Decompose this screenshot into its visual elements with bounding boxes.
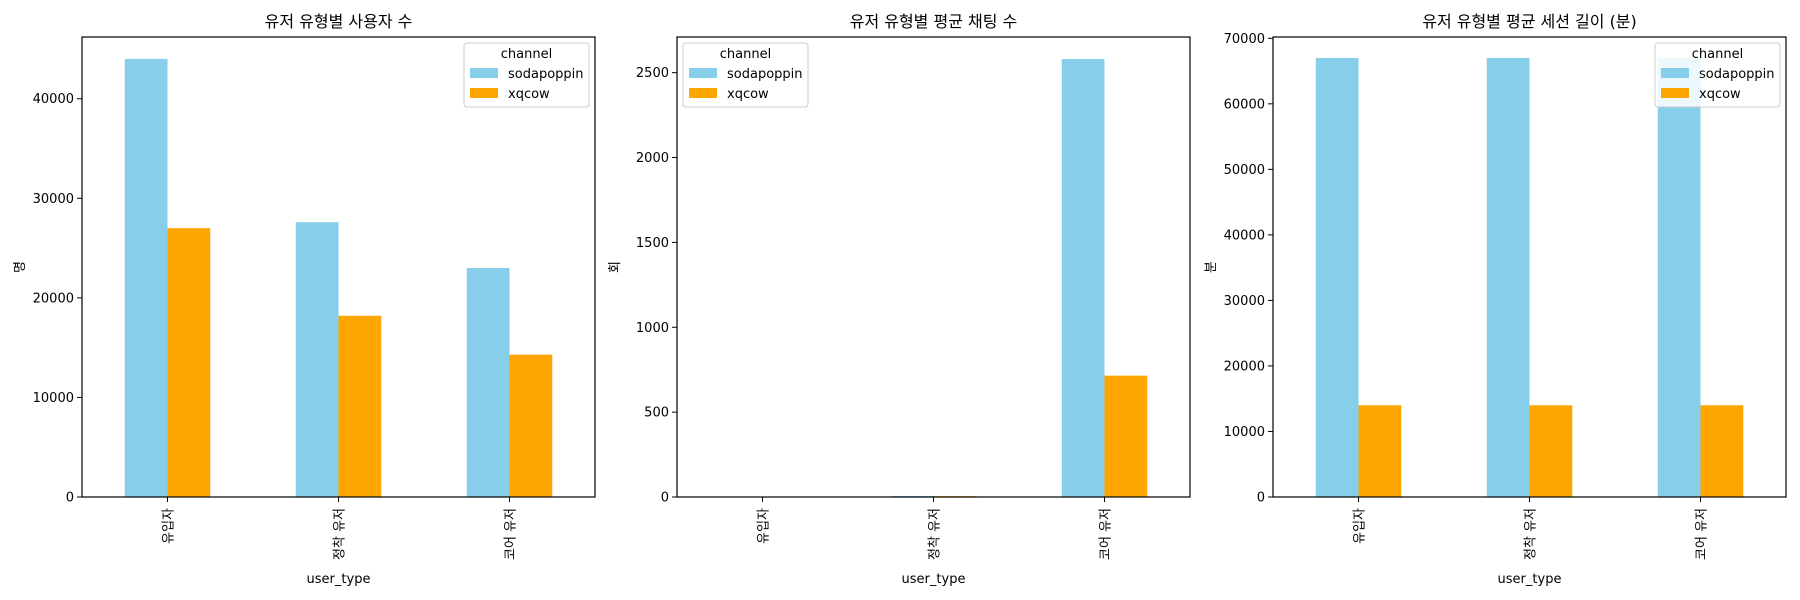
x-tick-label: 정착 유저 (928, 508, 943, 560)
x-axis-label: user_type (307, 572, 371, 587)
y-tick-label: 20000 (1224, 359, 1265, 374)
bar-xqcow-1 (167, 228, 211, 498)
y-tick-label: 1000 (636, 321, 669, 336)
x-tick-label: 코어 유저 (1099, 508, 1114, 560)
x-tick-label: 코어 유저 (504, 508, 519, 560)
x-tick-label: 유입자 (757, 508, 772, 544)
y-axis-label: 회 (608, 261, 623, 273)
x-axis-label: user_type (902, 572, 966, 587)
y-tick-label: 2500 (636, 66, 669, 81)
legend-title: channel (501, 47, 552, 62)
y-tick-label: 40000 (33, 92, 74, 107)
legend: channel sodapoppin xqcow (463, 42, 590, 108)
y-tick-label: 10000 (1224, 425, 1265, 440)
legend-swatch-xqcow (1661, 88, 1689, 98)
bar-sodapoppin-2 (1486, 57, 1530, 497)
legend-swatch-sodapoppin (689, 68, 717, 78)
x-axis-label: user_type (1498, 572, 1562, 587)
x-tick-label: 코어 유저 (1695, 508, 1710, 560)
y-tick-label: 20000 (33, 291, 74, 306)
y-axis-label: 분 (1204, 261, 1219, 273)
bar-sodapoppin-1 (124, 58, 168, 498)
bar-xqcow-3 (1104, 375, 1148, 497)
chart-panel-3: 0 10000 20000 30000 40000 50000 60000 70000 유입자 정… (1204, 12, 1787, 587)
y-tick-label: 10000 (33, 391, 74, 406)
bar-xqcow-2 (338, 315, 382, 497)
y-axis-label: 명 (13, 261, 28, 273)
y-tick-label: 1500 (636, 236, 669, 251)
y-tick-label: 40000 (1224, 228, 1265, 243)
bar-sodapoppin-3 (1061, 59, 1105, 497)
legend: channel sodapoppin xqcow (682, 42, 809, 108)
legend: channel sodapoppin xqcow (1654, 42, 1781, 108)
legend-label-xqcow: xqcow (1699, 87, 1741, 102)
chart-title: 유저 유형별 평균 세션 길이 (분) (1422, 12, 1637, 31)
bar-xqcow-1 (1358, 405, 1402, 497)
chart-panel-2: 0 500 1000 1500 2000 2500 유입자 정착 유저 코어 유저 유저 유형별 … (608, 12, 1191, 587)
y-tick-label: 2000 (636, 151, 669, 166)
y-tick-label: 50000 (1224, 163, 1265, 178)
bar-xqcow-2 (1529, 405, 1573, 497)
legend-label-xqcow: xqcow (727, 87, 769, 102)
x-tick-label: 정착 유저 (333, 508, 348, 560)
y-tick-label: 30000 (1224, 294, 1265, 309)
bar-xqcow-3 (509, 354, 553, 497)
bar-sodapoppin-1 (1315, 57, 1359, 497)
x-tick-label: 정착 유저 (1524, 508, 1539, 560)
y-tick-label: 60000 (1224, 97, 1265, 112)
legend-label-sodapoppin: sodapoppin (508, 67, 584, 82)
legend-swatch-xqcow (470, 88, 498, 98)
legend-swatch-sodapoppin (470, 68, 498, 78)
bar-xqcow-3 (1700, 405, 1744, 497)
y-tick-label: 30000 (33, 192, 74, 207)
y-tick-label: 0 (661, 491, 669, 506)
bar-sodapoppin-3 (466, 268, 510, 497)
x-tick-label: 유입자 (1353, 508, 1368, 544)
legend-label-xqcow: xqcow (508, 87, 550, 102)
bar-sodapoppin-3 (1657, 57, 1701, 497)
y-tick-label: 70000 (1224, 32, 1265, 47)
legend-swatch-xqcow (689, 88, 717, 98)
legend-label-sodapoppin: sodapoppin (727, 67, 803, 82)
legend-title: channel (720, 47, 771, 62)
legend-swatch-sodapoppin (1661, 68, 1689, 78)
x-tick-label: 유입자 (162, 508, 177, 544)
y-tick-label: 0 (66, 491, 74, 506)
chart-title: 유저 유형별 평균 채팅 수 (850, 12, 1018, 31)
bar-sodapoppin-2 (295, 222, 339, 497)
chart-panel-1: 0 10000 20000 30000 40000 유입자 정착 유저 코어 유저 유저 유형별… (13, 12, 596, 587)
y-tick-label: 500 (644, 406, 669, 421)
chart-title: 유저 유형별 사용자 수 (265, 12, 413, 31)
legend-title: channel (1692, 47, 1743, 62)
y-tick-label: 0 (1257, 491, 1265, 506)
legend-label-sodapoppin: sodapoppin (1699, 67, 1775, 82)
